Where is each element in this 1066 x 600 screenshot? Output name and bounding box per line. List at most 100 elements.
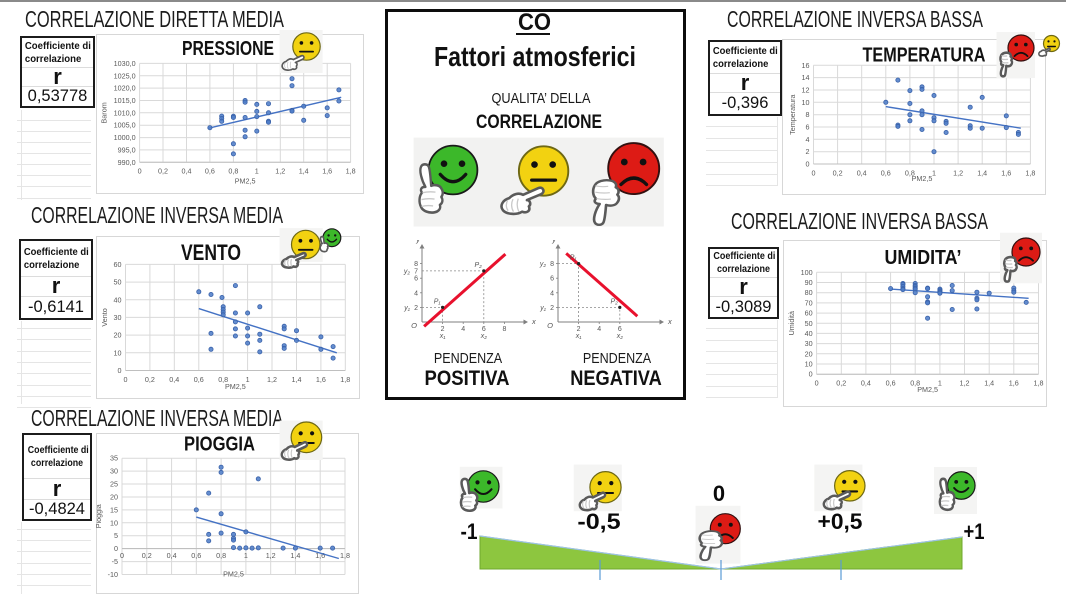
svg-text:0: 0 bbox=[138, 167, 142, 176]
svg-text:1,4: 1,4 bbox=[299, 167, 309, 176]
svg-text:25: 25 bbox=[110, 480, 118, 489]
svg-text:0,8: 0,8 bbox=[228, 167, 238, 176]
svg-text:0,2: 0,2 bbox=[836, 379, 846, 388]
svg-text:y₁: y₁ bbox=[539, 305, 547, 312]
svg-text:1025,0: 1025,0 bbox=[114, 71, 136, 80]
svg-text:0,4: 0,4 bbox=[169, 375, 179, 384]
svg-text:4: 4 bbox=[597, 326, 601, 333]
svg-text:8: 8 bbox=[806, 110, 810, 119]
svg-text:4: 4 bbox=[550, 290, 554, 297]
svg-text:y: y bbox=[551, 240, 557, 244]
svg-text:0,2: 0,2 bbox=[145, 375, 155, 384]
svg-text:10: 10 bbox=[805, 360, 813, 369]
svg-text:0,4: 0,4 bbox=[167, 551, 177, 560]
svg-text:Temperatura: Temperatura bbox=[788, 95, 797, 135]
svg-text:1,4: 1,4 bbox=[292, 375, 302, 384]
svg-text:PM2,5: PM2,5 bbox=[223, 570, 244, 579]
svg-text:8: 8 bbox=[414, 261, 418, 268]
svg-text:y₂: y₂ bbox=[403, 268, 411, 275]
svg-text:30: 30 bbox=[110, 467, 118, 476]
svg-text:VENTO: VENTO bbox=[181, 240, 241, 265]
svg-text:Umidità: Umidità bbox=[787, 311, 796, 335]
svg-text:1,8: 1,8 bbox=[1025, 168, 1035, 177]
svg-text:x₁: x₁ bbox=[575, 333, 583, 340]
svg-text:y₁: y₁ bbox=[403, 305, 411, 312]
svg-text:1,6: 1,6 bbox=[1001, 168, 1011, 177]
svg-text:O: O bbox=[411, 321, 417, 330]
svg-text:1,2: 1,2 bbox=[960, 379, 970, 388]
svg-text:50: 50 bbox=[114, 278, 122, 287]
svg-text:1: 1 bbox=[938, 379, 942, 388]
svg-text:2: 2 bbox=[441, 326, 445, 333]
svg-text:0,4: 0,4 bbox=[857, 168, 867, 177]
svg-text:20: 20 bbox=[110, 493, 118, 502]
svg-text:-10: -10 bbox=[108, 570, 118, 579]
svg-text:TEMPERATURA: TEMPERATURA bbox=[863, 45, 986, 67]
svg-text:-5: -5 bbox=[112, 557, 118, 566]
svg-text:6: 6 bbox=[550, 276, 554, 283]
svg-text:6: 6 bbox=[618, 326, 622, 333]
svg-text:0,8: 0,8 bbox=[910, 379, 920, 388]
svg-text:20: 20 bbox=[805, 349, 813, 358]
svg-text:UMIDITA’: UMIDITA’ bbox=[885, 247, 962, 269]
svg-text:0,6: 0,6 bbox=[886, 379, 896, 388]
svg-text:60: 60 bbox=[805, 309, 813, 318]
svg-text:6: 6 bbox=[482, 326, 486, 333]
svg-text:Barom: Barom bbox=[100, 102, 109, 123]
svg-text:4: 4 bbox=[461, 326, 465, 333]
svg-text:1,6: 1,6 bbox=[1009, 379, 1019, 388]
svg-text:50: 50 bbox=[805, 319, 813, 328]
svg-text:x: x bbox=[667, 317, 672, 326]
svg-text:990,0: 990,0 bbox=[118, 158, 136, 167]
svg-text:2: 2 bbox=[550, 305, 554, 312]
svg-text:PM2,5: PM2,5 bbox=[235, 177, 256, 186]
svg-text:10: 10 bbox=[802, 98, 810, 107]
svg-text:1030,0: 1030,0 bbox=[114, 59, 136, 68]
svg-text:4: 4 bbox=[414, 290, 418, 297]
svg-text:1010,0: 1010,0 bbox=[114, 108, 136, 117]
svg-text:0,6: 0,6 bbox=[191, 551, 201, 560]
svg-text:2: 2 bbox=[577, 326, 581, 333]
svg-text:5: 5 bbox=[114, 531, 118, 540]
svg-text:0,6: 0,6 bbox=[194, 375, 204, 384]
svg-text:10: 10 bbox=[114, 348, 122, 357]
svg-text:20: 20 bbox=[114, 331, 122, 340]
svg-text:30: 30 bbox=[114, 313, 122, 322]
svg-text:0: 0 bbox=[815, 379, 819, 388]
svg-text:6: 6 bbox=[414, 276, 418, 283]
svg-text:1,8: 1,8 bbox=[346, 167, 356, 176]
svg-text:y: y bbox=[415, 240, 421, 244]
svg-text:x₂: x₂ bbox=[480, 333, 488, 340]
svg-text:1000,0: 1000,0 bbox=[114, 133, 136, 142]
svg-text:0,2: 0,2 bbox=[833, 168, 843, 177]
svg-text:1: 1 bbox=[244, 551, 248, 560]
svg-text:1015,0: 1015,0 bbox=[114, 96, 136, 105]
svg-text:x: x bbox=[531, 317, 536, 326]
svg-text:80: 80 bbox=[805, 288, 813, 297]
svg-text:PRESSIONE: PRESSIONE bbox=[182, 38, 274, 60]
svg-text:1,2: 1,2 bbox=[267, 375, 277, 384]
svg-text:1,6: 1,6 bbox=[315, 551, 325, 560]
svg-text:70: 70 bbox=[805, 298, 813, 307]
svg-text:P₁: P₁ bbox=[434, 298, 442, 305]
svg-text:0,4: 0,4 bbox=[861, 379, 871, 388]
svg-text:PM2,5: PM2,5 bbox=[917, 385, 938, 394]
svg-text:0: 0 bbox=[114, 544, 118, 553]
svg-text:Pioggia: Pioggia bbox=[96, 504, 103, 528]
svg-text:1,2: 1,2 bbox=[953, 168, 963, 177]
svg-text:60: 60 bbox=[114, 260, 122, 269]
svg-text:0: 0 bbox=[809, 370, 813, 379]
svg-text:0,2: 0,2 bbox=[158, 167, 168, 176]
svg-text:1,6: 1,6 bbox=[316, 375, 326, 384]
svg-text:1,2: 1,2 bbox=[266, 551, 276, 560]
svg-text:0: 0 bbox=[118, 366, 122, 375]
svg-text:P₁: P₁ bbox=[570, 255, 578, 262]
svg-text:0,8: 0,8 bbox=[218, 375, 228, 384]
svg-text:12: 12 bbox=[802, 86, 810, 95]
svg-text:8: 8 bbox=[502, 326, 506, 333]
svg-text:1,4: 1,4 bbox=[977, 168, 987, 177]
svg-text:0: 0 bbox=[124, 375, 128, 384]
svg-text:1: 1 bbox=[932, 168, 936, 177]
svg-text:1005,0: 1005,0 bbox=[114, 121, 136, 130]
svg-text:0: 0 bbox=[812, 168, 816, 177]
